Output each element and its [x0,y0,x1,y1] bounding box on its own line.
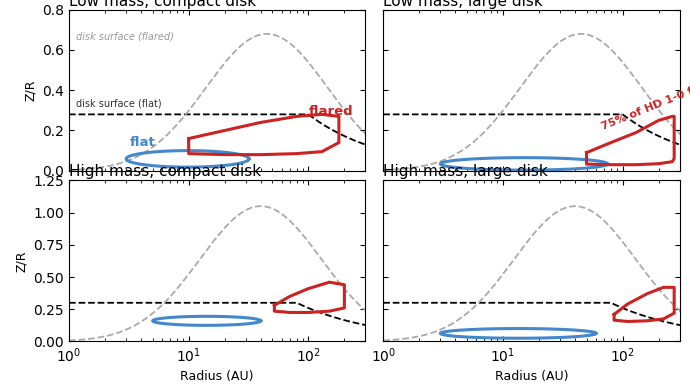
Text: High mass, compact disk: High mass, compact disk [69,164,261,179]
Text: High mass, large disk: High mass, large disk [383,164,548,179]
X-axis label: Radius (AU): Radius (AU) [495,371,568,383]
Text: flared: flared [308,106,353,118]
X-axis label: Radius (AU): Radius (AU) [181,371,254,383]
Y-axis label: Z/R: Z/R [14,250,28,272]
Text: disk surface (flared): disk surface (flared) [77,32,174,42]
Text: flat: flat [130,135,155,149]
Text: disk surface (flat): disk surface (flat) [77,98,162,108]
Text: 75% of HD 1-0 flux: 75% of HD 1-0 flux [600,78,690,132]
Y-axis label: Z/R: Z/R [23,80,37,101]
Text: Low mass, compact disk: Low mass, compact disk [69,0,256,9]
Text: Low mass, large disk: Low mass, large disk [383,0,543,9]
